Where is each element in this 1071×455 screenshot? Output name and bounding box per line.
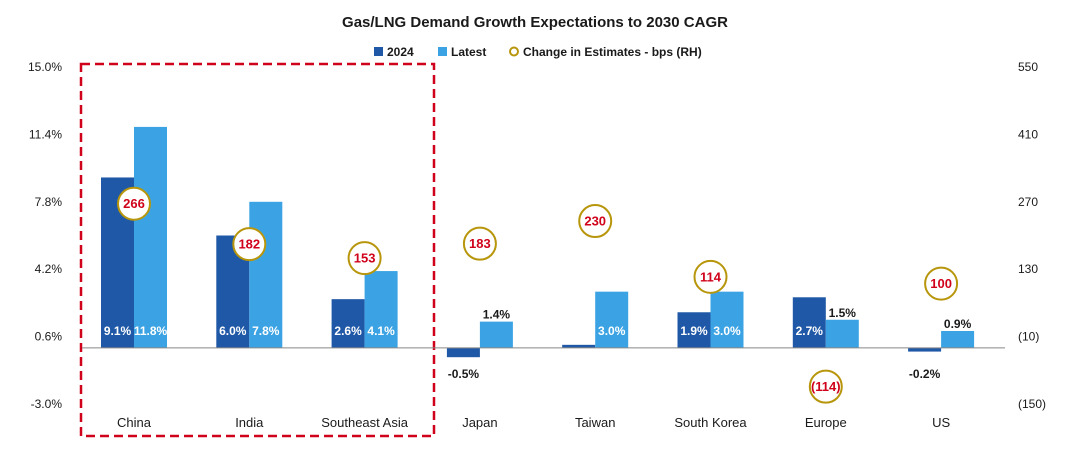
right-tick-label: (10) (1018, 330, 1039, 344)
change-marker-europe (808, 369, 843, 404)
bar-latest-india (249, 201, 283, 348)
data-label: 2.6% (334, 324, 362, 338)
change-label: 153 (354, 251, 376, 266)
change-marker-china (117, 186, 151, 221)
left-tick-label: 0.6% (35, 330, 63, 344)
change-marker-southeast-asia (347, 241, 382, 276)
category-label-taiwan: Taiwan (575, 415, 615, 430)
change-label: 114 (700, 269, 722, 284)
category-label-india: India (235, 415, 264, 430)
category-label-us: US (932, 415, 950, 430)
change-label: 100 (930, 276, 952, 291)
category-label-china: China (117, 415, 152, 430)
legend-swatch-change-in-estimates-bps-rh (509, 46, 519, 57)
change-marker-us (924, 266, 959, 301)
data-label: 9.1% (104, 324, 132, 338)
legend: 2024 Latest Change in Estimates - bps (RH) (374, 45, 702, 59)
legend-label-latest: Latest (451, 45, 486, 59)
category-label-southeast-asia: Southeast Asia (321, 415, 408, 430)
category-label-japan: Japan (462, 415, 497, 430)
bar-latest-south-korea (710, 291, 744, 348)
change-label: 183 (469, 236, 491, 251)
change-label: 230 (584, 214, 606, 229)
data-label: 2.7% (796, 324, 824, 338)
highlight-box (79, 62, 436, 438)
data-label: 1.5% (829, 306, 857, 320)
bar-latest-us (941, 330, 975, 348)
bar-2024-japan (446, 347, 480, 358)
right-tick-label: 270 (1018, 195, 1038, 209)
bar-2024-southeast-asia (331, 299, 365, 348)
category-label-south-korea: South Korea (674, 415, 747, 430)
change-label: 182 (238, 237, 260, 252)
left-tick-label: 7.8% (35, 195, 63, 209)
bar-latest-china (134, 126, 167, 348)
highlight-box-group (79, 62, 436, 438)
category-label-europe: Europe (805, 415, 847, 430)
legend-label-2024: 2024 (387, 45, 414, 59)
change-marker-india (232, 227, 267, 262)
data-label: 3.0% (713, 324, 741, 338)
bar-latest-europe (825, 319, 859, 348)
data-label: 6.0% (219, 324, 247, 338)
chart-title: Gas/LNG Demand Growth Expectations to 20… (342, 14, 728, 31)
data-label: 4.1% (367, 324, 395, 338)
change-marker-south-korea (693, 259, 728, 294)
left-tick-label: 15.0% (28, 60, 62, 74)
left-tick-label: -3.0% (31, 397, 63, 411)
data-labels: 9.1% 6.0% 2.6% -0.5% 1.9% 2.7% -0.2% 11.8% 7.8% 4… (104, 306, 972, 381)
data-label: 1.4% (483, 308, 511, 322)
data-label: 11.8% (134, 324, 168, 338)
data-label: 0.9% (944, 317, 972, 331)
data-label: -0.5% (448, 367, 480, 381)
bar-2024-us (908, 347, 942, 352)
data-label: 1.9% (680, 324, 708, 338)
right-tick-label: (150) (1018, 397, 1046, 411)
change-marker-japan (462, 226, 497, 261)
legend-label-change-in-estimates-bps-rh: Change in Estimates - bps (RH) (523, 45, 702, 59)
change-markers: 266 182 153 183 230 114 (114) 100 (117, 186, 959, 404)
left-tick-label: 4.2% (35, 262, 63, 276)
category-axis: China India Southeast Asia Japan Taiwan South… (117, 415, 950, 430)
data-label: 3.0% (598, 324, 626, 338)
data-label: -0.2% (909, 367, 941, 381)
change-label: 266 (123, 196, 145, 211)
bars (101, 126, 975, 358)
legend-swatch-latest (438, 47, 447, 56)
change-label: (114) (811, 379, 841, 394)
bar-2024-taiwan (562, 344, 596, 348)
data-label: 7.8% (252, 324, 280, 338)
right-axis: 550 410 270 130 (10) (150) (1018, 60, 1046, 411)
bar-latest-taiwan (595, 291, 629, 348)
bar-2024-south-korea (677, 312, 711, 348)
right-tick-label: 130 (1018, 262, 1038, 276)
right-tick-label: 410 (1018, 127, 1038, 141)
bar-2024-europe (792, 297, 826, 348)
bar-latest-japan (479, 321, 513, 348)
bar-latest-southeast-asia (364, 271, 398, 348)
left-tick-label: 11.4% (29, 127, 62, 141)
legend-swatch-2024 (374, 47, 383, 56)
right-tick-label: 550 (1018, 60, 1038, 74)
change-marker-taiwan (578, 204, 613, 239)
left-axis: 15.0% 11.4% 7.8% 4.2% 0.6% -3.0% (28, 60, 62, 411)
